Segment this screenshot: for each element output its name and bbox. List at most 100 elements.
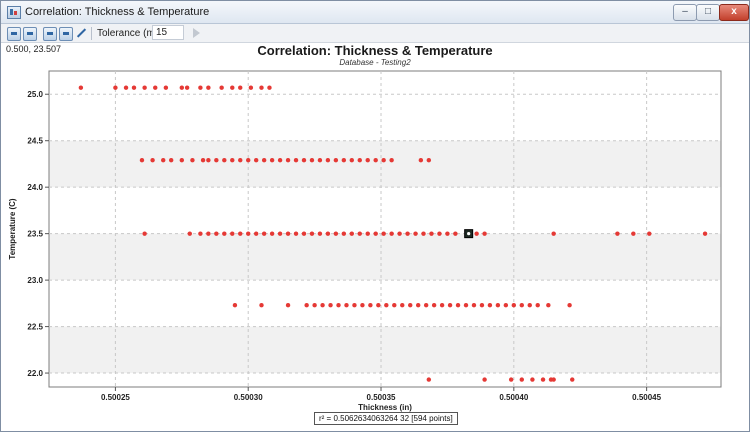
- chart-title: Correlation: Thickness & Temperature: [257, 43, 493, 58]
- data-point: [285, 231, 291, 236]
- data-point: [293, 231, 299, 236]
- data-point: [437, 231, 442, 236]
- data-point: [455, 303, 461, 308]
- title-bar[interactable]: Correlation: Thickness & Temperature – □…: [1, 1, 749, 24]
- data-point: [336, 303, 341, 308]
- data-point: [277, 158, 283, 163]
- zoom-region-icon[interactable]: [59, 27, 73, 41]
- data-point: [198, 231, 203, 236]
- copy-icon[interactable]: [7, 27, 21, 41]
- data-point: [546, 303, 551, 308]
- y-tick-label: 22.0: [27, 369, 43, 378]
- data-point: [570, 377, 575, 382]
- data-point: [238, 158, 243, 163]
- data-point: [615, 231, 620, 236]
- data-point: [248, 85, 254, 90]
- data-point: [471, 303, 477, 308]
- data-point: [381, 158, 386, 163]
- data-point: [551, 231, 556, 236]
- data-point: [301, 158, 307, 163]
- data-point: [453, 231, 458, 236]
- data-point: [647, 231, 652, 236]
- data-point: [631, 231, 636, 236]
- data-point: [325, 231, 331, 236]
- data-point: [230, 85, 235, 90]
- correlation-status: r² = 0.5062634063264 32 [594 points]: [314, 412, 458, 425]
- data-point: [139, 158, 145, 163]
- data-point: [368, 303, 373, 308]
- data-point: [269, 231, 275, 236]
- data-point: [78, 85, 84, 90]
- data-point: [325, 158, 331, 163]
- data-point: [309, 231, 315, 236]
- data-point: [392, 303, 397, 308]
- y-tick-label: 25.0: [27, 90, 43, 99]
- data-point: [131, 85, 137, 90]
- data-point: [487, 303, 493, 308]
- data-point: [230, 158, 235, 163]
- data-point: [535, 303, 540, 308]
- data-point: [445, 231, 450, 236]
- minimize-button[interactable]: –: [673, 4, 697, 21]
- zoom-fit-icon[interactable]: [43, 27, 57, 41]
- data-point: [179, 158, 185, 163]
- data-point: [214, 231, 219, 236]
- data-point: [365, 158, 370, 163]
- data-point: [352, 303, 357, 308]
- data-point: [397, 231, 402, 236]
- data-point: [333, 158, 339, 163]
- export-icon[interactable]: [23, 27, 37, 41]
- data-point: [495, 303, 501, 308]
- play-icon[interactable]: [193, 28, 200, 38]
- data-point: [259, 85, 264, 90]
- window-title: Correlation: Thickness & Temperature: [25, 6, 210, 18]
- data-point: [184, 85, 190, 90]
- data-point: [474, 231, 479, 236]
- plot-band: [49, 233, 721, 281]
- data-point: [519, 377, 524, 382]
- y-tick-label: 23.5: [27, 230, 43, 239]
- chart-app-icon: [7, 6, 21, 19]
- data-point: [246, 231, 251, 236]
- data-point: [285, 303, 291, 308]
- y-tick-label: 23.0: [27, 276, 43, 285]
- cursor-coordinate-readout: 0.500, 23.507: [6, 44, 62, 54]
- data-point: [439, 303, 445, 308]
- data-point: [214, 158, 219, 163]
- data-point: [365, 231, 370, 236]
- data-point: [206, 85, 211, 90]
- data-point: [123, 85, 129, 90]
- toolbar-separator: [91, 27, 92, 40]
- data-point: [341, 158, 347, 163]
- data-point: [567, 303, 572, 308]
- data-point: [317, 158, 323, 163]
- x-axis-label: Thickness (in): [358, 403, 412, 412]
- data-point: [349, 158, 354, 163]
- data-point: [482, 231, 487, 236]
- data-point: [198, 85, 203, 90]
- data-point: [150, 158, 155, 163]
- data-point: [447, 303, 453, 308]
- data-point: [253, 158, 259, 163]
- data-point: [416, 303, 421, 308]
- data-point: [285, 158, 291, 163]
- y-tick-label: 24.5: [27, 137, 43, 146]
- data-point: [333, 231, 339, 236]
- data-point: [431, 303, 437, 308]
- x-tick-label: 0.50045: [632, 393, 661, 402]
- tolerance-label: Tolerance (min):: [97, 28, 169, 39]
- data-point: [206, 231, 211, 236]
- x-tick-label: 0.50030: [234, 393, 263, 402]
- data-point: [301, 231, 307, 236]
- tolerance-input[interactable]: 15: [152, 25, 184, 40]
- data-point: [519, 303, 524, 308]
- data-point: [142, 85, 147, 90]
- data-point: [238, 231, 243, 236]
- data-point: [376, 303, 381, 308]
- close-button[interactable]: x: [719, 4, 749, 21]
- toolbar: Tolerance (min): 15: [1, 24, 749, 43]
- y-tick-label: 24.0: [27, 183, 43, 192]
- selected-point-center: [467, 232, 471, 236]
- data-point: [328, 303, 333, 308]
